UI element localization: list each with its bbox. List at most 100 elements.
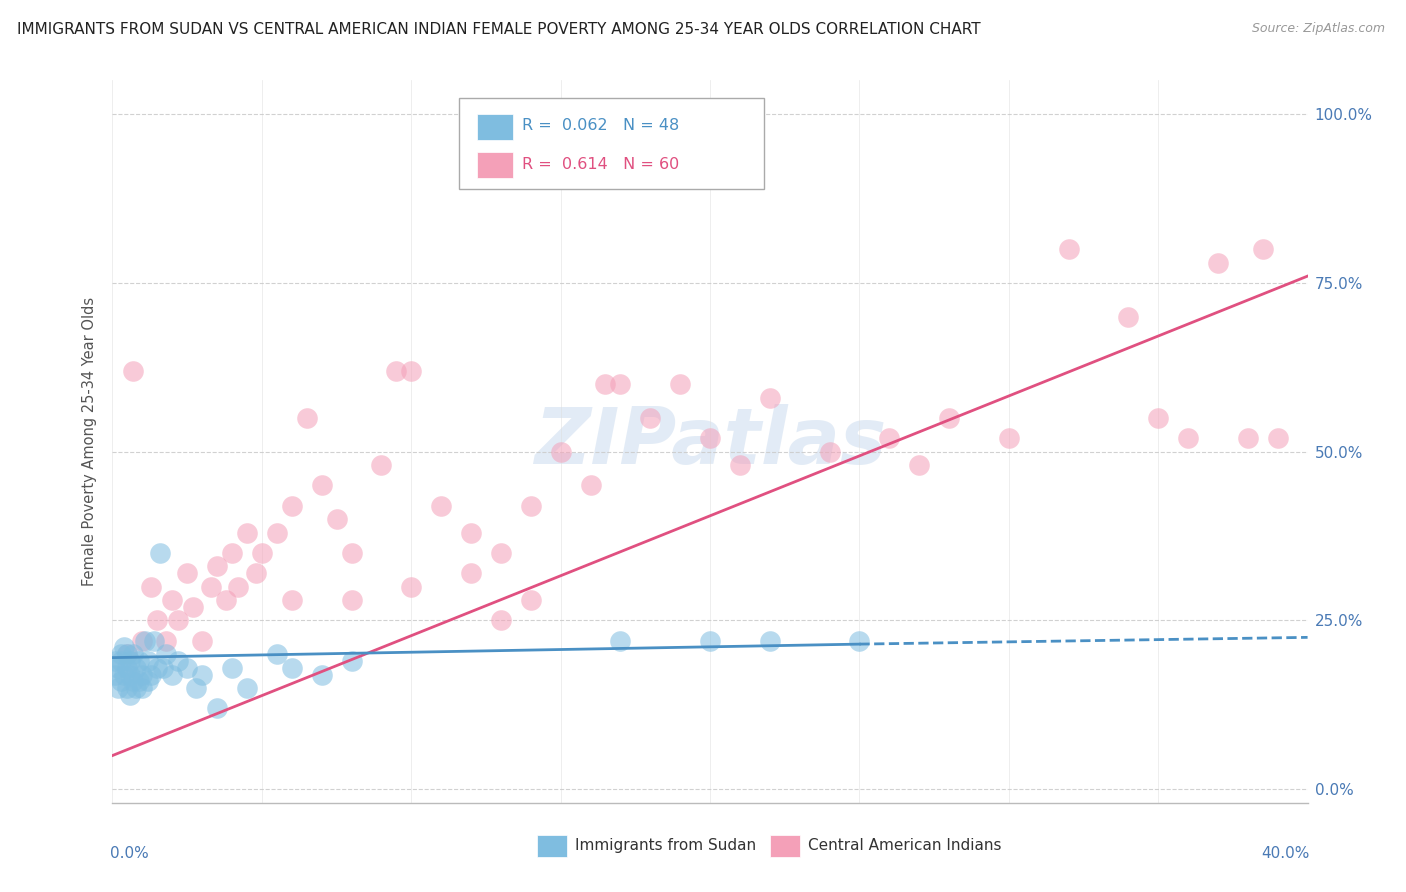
Text: R =  0.062   N = 48: R = 0.062 N = 48: [523, 119, 679, 133]
Bar: [770, 835, 800, 857]
Point: [311, 667, 333, 681]
Point: [215, 593, 238, 607]
Point: [1057, 242, 1080, 256]
Point: [128, 654, 150, 668]
Point: [176, 661, 198, 675]
Point: [908, 458, 931, 472]
Text: Immigrants from Sudan: Immigrants from Sudan: [575, 838, 756, 853]
Y-axis label: Female Poverty Among 25-34 Year Olds: Female Poverty Among 25-34 Year Olds: [82, 297, 97, 586]
Point: [117, 681, 139, 695]
Point: [609, 633, 631, 648]
Point: [370, 458, 392, 472]
Point: [325, 512, 347, 526]
Point: [125, 661, 148, 675]
Point: [401, 580, 423, 594]
Point: [1267, 431, 1289, 445]
Point: [155, 647, 177, 661]
Point: [640, 411, 662, 425]
Point: [250, 546, 273, 560]
Point: [176, 566, 198, 581]
Point: [205, 701, 228, 715]
Point: [226, 580, 249, 594]
Point: [295, 411, 318, 425]
Point: [191, 633, 214, 648]
Point: [152, 661, 174, 675]
Point: [117, 661, 139, 675]
Text: R =  0.614   N = 60: R = 0.614 N = 60: [523, 157, 679, 171]
Point: [489, 614, 512, 628]
Text: Central American Indians: Central American Indians: [808, 838, 1001, 853]
Point: [125, 681, 148, 695]
Point: [1118, 310, 1140, 324]
Point: [146, 614, 169, 628]
Point: [120, 654, 142, 668]
Point: [167, 654, 190, 668]
Point: [186, 681, 208, 695]
Point: [340, 546, 363, 560]
Bar: [477, 152, 513, 178]
Point: [1237, 431, 1260, 445]
Text: Source: ZipAtlas.com: Source: ZipAtlas.com: [1251, 22, 1385, 36]
Point: [266, 647, 288, 661]
Point: [114, 640, 135, 655]
Point: [818, 444, 841, 458]
Point: [138, 654, 160, 668]
Point: [669, 377, 692, 392]
Point: [520, 499, 543, 513]
Point: [146, 661, 169, 675]
Point: [728, 458, 751, 472]
Text: IMMIGRANTS FROM SUDAN VS CENTRAL AMERICAN INDIAN FEMALE POVERTY AMONG 25-34 YEAR: IMMIGRANTS FROM SUDAN VS CENTRAL AMERICA…: [17, 22, 980, 37]
Point: [149, 546, 172, 560]
Point: [107, 661, 129, 675]
Point: [699, 633, 721, 648]
Point: [1206, 255, 1229, 269]
Text: 40.0%: 40.0%: [1261, 847, 1310, 861]
Point: [385, 364, 408, 378]
Point: [245, 566, 267, 581]
Point: [221, 661, 243, 675]
Point: [236, 681, 259, 695]
Point: [460, 566, 482, 581]
Point: [401, 364, 423, 378]
Point: [110, 674, 132, 689]
Point: [938, 411, 960, 425]
Point: [311, 478, 333, 492]
Point: [138, 674, 160, 689]
Point: [117, 647, 139, 661]
Point: [1251, 242, 1274, 256]
Point: [107, 681, 129, 695]
Point: [489, 546, 512, 560]
Point: [122, 674, 145, 689]
Point: [110, 647, 132, 661]
Point: [131, 633, 153, 648]
Point: [205, 559, 228, 574]
Point: [143, 633, 166, 648]
Text: ZIPatlas: ZIPatlas: [534, 403, 886, 480]
Point: [117, 647, 139, 661]
Point: [181, 599, 204, 614]
Point: [167, 614, 190, 628]
Point: [114, 667, 135, 681]
Point: [104, 667, 127, 681]
Point: [120, 667, 142, 681]
Point: [430, 499, 453, 513]
Point: [340, 593, 363, 607]
Point: [879, 431, 901, 445]
Point: [1177, 431, 1199, 445]
Point: [609, 377, 631, 392]
Point: [281, 499, 304, 513]
Point: [266, 525, 288, 540]
Point: [200, 580, 222, 594]
Point: [281, 593, 304, 607]
Point: [1147, 411, 1170, 425]
Point: [122, 647, 145, 661]
Bar: [537, 835, 567, 857]
Point: [759, 391, 782, 405]
Point: [848, 633, 870, 648]
Point: [155, 633, 177, 648]
Point: [131, 681, 153, 695]
Point: [460, 525, 482, 540]
Point: [110, 654, 132, 668]
Point: [520, 593, 543, 607]
Point: [191, 667, 214, 681]
